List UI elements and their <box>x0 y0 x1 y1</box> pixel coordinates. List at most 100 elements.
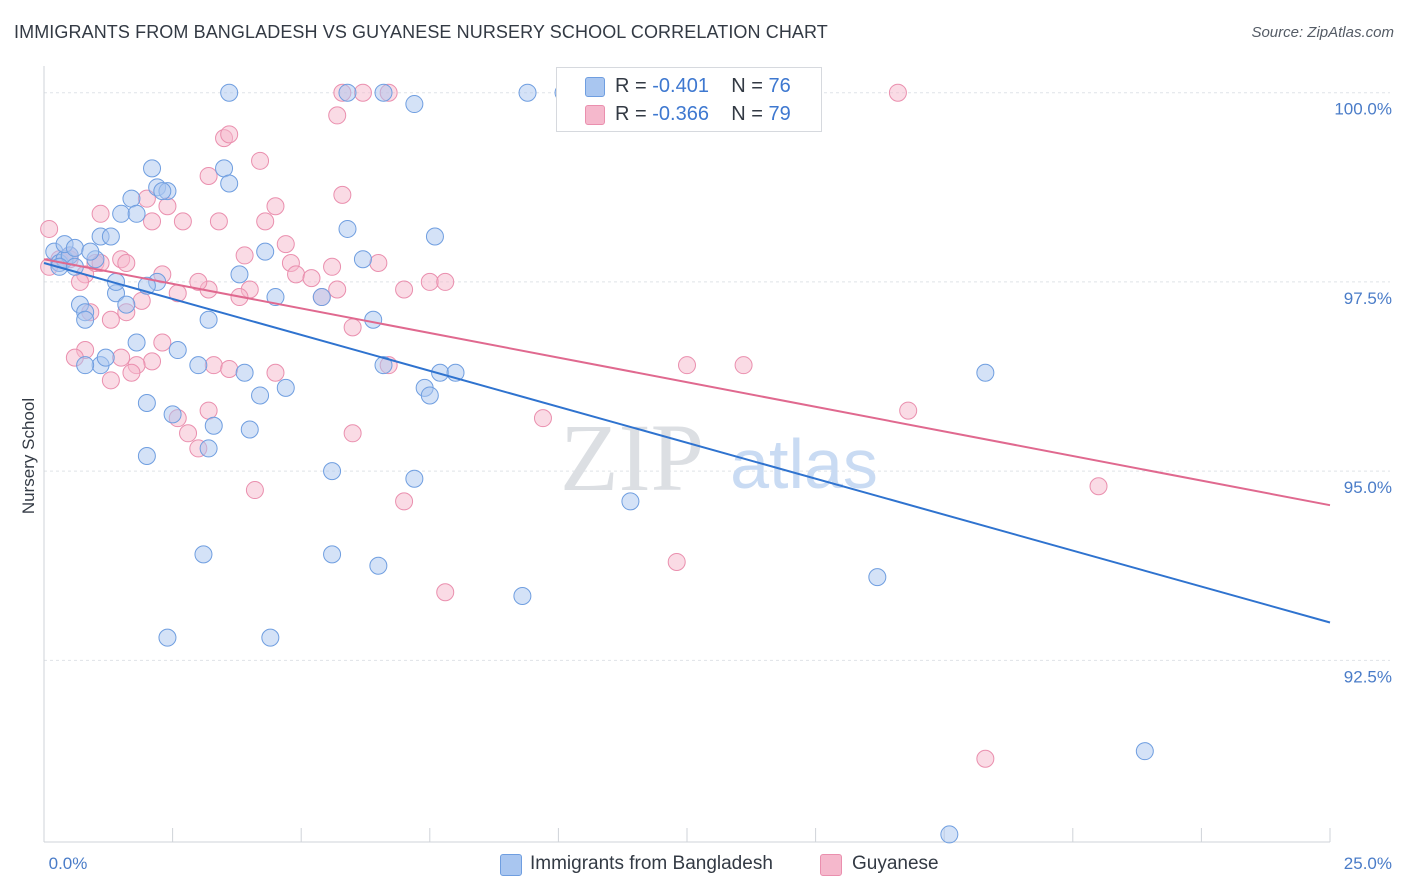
bangladesh-point <box>240 420 259 439</box>
bangladesh-point <box>338 219 357 238</box>
guyanese-point <box>220 359 239 378</box>
guyanese-point <box>328 280 347 299</box>
bangladesh-point <box>215 159 234 178</box>
n-label: N = <box>731 74 769 97</box>
guyanese-point <box>199 401 218 420</box>
bangladesh-point <box>369 556 388 575</box>
guyanese-point <box>323 257 342 276</box>
bangladesh-point <box>189 356 208 375</box>
axes <box>43 66 1331 843</box>
guyanese-point <box>287 265 306 284</box>
bangladesh-point <box>122 189 141 208</box>
bangladesh-point <box>1135 742 1154 761</box>
y-tick-label: 100.0% <box>1334 100 1392 119</box>
bangladesh-point <box>374 83 393 102</box>
x-tick-label: 0.0% <box>49 854 88 873</box>
bangladesh-point <box>374 356 393 375</box>
bangladesh-point <box>323 462 342 481</box>
bangladesh-point <box>251 386 270 405</box>
r-label: R = <box>615 102 653 125</box>
n-value: 79 <box>768 102 791 125</box>
guyanese-point <box>179 424 198 443</box>
bangladesh-point <box>143 159 162 178</box>
guyanese-point <box>734 356 753 375</box>
guyanese-point <box>976 749 995 768</box>
guyanese-point <box>245 481 264 500</box>
bangladesh-point <box>338 83 357 102</box>
guyanese-point <box>899 401 918 420</box>
bangladesh-point <box>65 238 84 257</box>
legend-swatch-guyanese <box>820 854 842 876</box>
legend-swatch-bangladesh <box>500 854 522 876</box>
legend-label-bangladesh: Immigrants from Bangladesh <box>530 853 773 874</box>
bangladesh-point <box>266 288 285 307</box>
y-tick-label: 97.5% <box>1344 289 1392 308</box>
guyanese-trend-line <box>43 258 1331 507</box>
guyanese-point <box>302 269 321 288</box>
bangladesh-point <box>405 469 424 488</box>
y-tick-label: 92.5% <box>1344 667 1392 686</box>
bangladesh-trend-line <box>43 262 1331 624</box>
bangladesh-point <box>518 83 537 102</box>
bangladesh-point <box>230 265 249 284</box>
x-tick-label: 25.0% <box>1344 854 1392 873</box>
y-tick-label: 95.0% <box>1344 478 1392 497</box>
bangladesh-point <box>976 363 995 382</box>
bangladesh-point <box>199 310 218 329</box>
bangladesh-point <box>199 439 218 458</box>
guyanese-point <box>158 197 177 216</box>
bangladesh-point <box>204 416 223 435</box>
guyanese-point <box>132 291 151 310</box>
guyanese-point <box>395 492 414 511</box>
guyanese-point <box>343 424 362 443</box>
guyanese-point <box>266 363 285 382</box>
guyanese-point <box>143 212 162 231</box>
bangladesh-point <box>276 378 295 397</box>
guyanese-point <box>101 310 120 329</box>
watermark-atlas: atlas <box>730 425 878 503</box>
bangladesh-point <box>137 447 156 465</box>
series-legend: Immigrants from Bangladesh Guyanese <box>0 850 1406 880</box>
bangladesh-point <box>220 83 239 102</box>
bangladesh-point <box>621 492 640 511</box>
r-value: -0.401 <box>652 74 709 97</box>
guyanese-point <box>343 318 362 337</box>
guyanese-point <box>436 272 455 291</box>
bangladesh-point <box>158 628 177 647</box>
guyanese-point <box>678 356 696 375</box>
guyanese-point <box>235 246 254 265</box>
guyanese-point <box>251 151 270 170</box>
guyanese-point <box>328 106 347 125</box>
bangladesh-point <box>137 394 156 413</box>
guyanese-point <box>153 333 172 352</box>
bangladesh-point <box>81 242 100 261</box>
bangladesh-point <box>101 227 120 246</box>
guyanese-point <box>71 272 90 291</box>
r-value: -0.366 <box>652 102 709 125</box>
bangladesh-point <box>194 545 213 564</box>
bangladesh-point <box>425 227 444 246</box>
guyanese-point <box>209 212 228 231</box>
bangladesh-point <box>261 628 280 647</box>
guyanese-point <box>143 352 162 371</box>
bangladesh-point <box>168 341 187 360</box>
guyanese-point <box>173 212 192 231</box>
bangladesh-point <box>163 405 182 424</box>
guyanese-point <box>436 583 455 602</box>
bangladesh-point <box>127 204 146 223</box>
bangladesh-point <box>940 825 959 844</box>
bangladesh-point <box>153 182 172 201</box>
correlation-legend: R = -0.401 N = 76 R = -0.366 N = 79 <box>556 67 822 132</box>
bangladesh-point <box>513 587 532 606</box>
n-label: N = <box>731 102 769 125</box>
bangladesh-point <box>405 95 424 114</box>
guyanese-point <box>395 280 414 299</box>
guyanese-point <box>533 409 552 428</box>
guyanese-point <box>40 219 59 238</box>
guyanese-point <box>91 204 110 223</box>
guyanese-point <box>333 185 352 204</box>
bangladesh-point <box>256 242 275 261</box>
n-value: 76 <box>768 74 791 97</box>
trend-lines <box>43 258 1331 624</box>
